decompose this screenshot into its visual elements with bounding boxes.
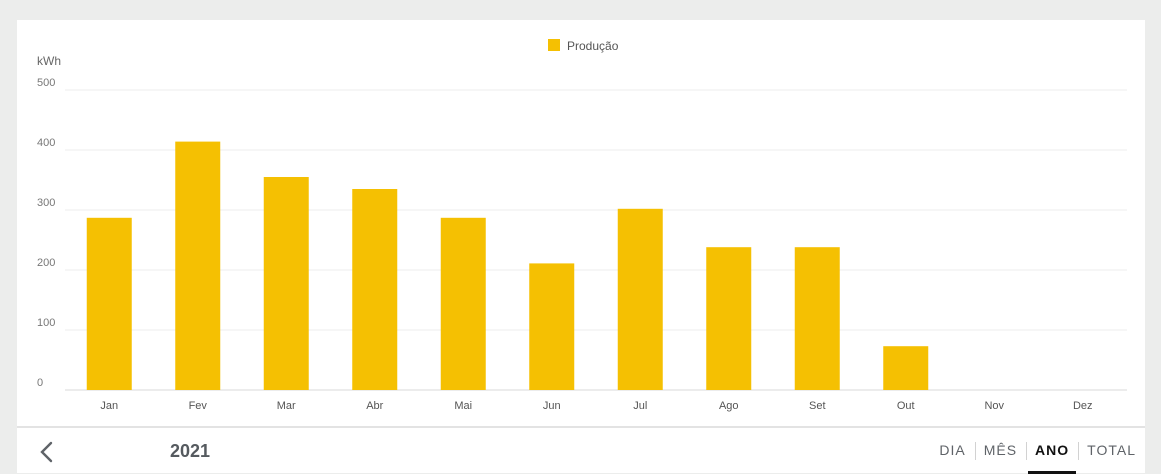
bar-jan[interactable] (86, 217, 132, 390)
bar-out[interactable] (883, 346, 929, 390)
bar-mar[interactable] (263, 177, 309, 390)
legend-label: Produção (567, 39, 619, 53)
bar-fev[interactable] (175, 141, 221, 390)
x-tick-label: Out (897, 400, 915, 412)
tab-ano[interactable]: ANO (1026, 428, 1078, 474)
bar-jun[interactable] (529, 263, 575, 390)
y-axis-ticks: 0 100 200 300 400 500 (37, 77, 55, 389)
x-tick-label: Jul (633, 400, 647, 412)
period-footer: 2021 DIA MÊS ANO TOTAL (17, 426, 1145, 474)
tab-total[interactable]: TOTAL (1078, 428, 1145, 473)
x-tick-label: Fev (189, 400, 208, 412)
bar-ago[interactable] (706, 247, 752, 390)
x-axis-ticks: Jan Fev Mar Abr Mai Jun Jul Ago Set Out Nov Dez (100, 400, 1092, 412)
period-tabs: DIA MÊS ANO TOTAL (930, 428, 1145, 474)
previous-period-button[interactable] (37, 440, 57, 464)
year-label: 2021 (170, 441, 211, 461)
bar-abr[interactable] (352, 189, 398, 390)
y-tick-label: 200 (37, 257, 55, 269)
bar-jul[interactable] (617, 208, 663, 390)
chevron-left-icon (40, 441, 53, 463)
bars (86, 141, 929, 390)
y-tick-label: 400 (37, 137, 55, 149)
x-tick-label: Mar (277, 400, 296, 412)
tab-dia[interactable]: DIA (939, 442, 966, 458)
x-tick-label: Nov (984, 400, 1004, 412)
y-tick-label: 0 (37, 377, 43, 389)
y-tick-label: 100 (37, 317, 55, 329)
tab-mes[interactable]: MÊS (974, 428, 1026, 473)
bar-set[interactable] (794, 247, 840, 390)
y-tick-label: 500 (37, 77, 55, 89)
x-tick-label: Ago (719, 400, 739, 412)
x-tick-label: Mai (454, 400, 472, 412)
bar-mai[interactable] (440, 217, 486, 390)
legend[interactable]: Produção (548, 39, 619, 53)
x-tick-label: Jan (100, 400, 118, 412)
chart-card: Produção kWh 0 100 200 300 400 500 Jan Fev Mar A… (17, 20, 1145, 474)
x-tick-label: Abr (366, 400, 383, 412)
grid (65, 89, 1127, 391)
y-tick-label: 300 (37, 197, 55, 209)
y-axis-unit-label: kWh (37, 54, 61, 68)
x-tick-label: Dez (1073, 400, 1093, 412)
production-bar-chart: Produção kWh 0 100 200 300 400 500 Jan Fev Mar A… (37, 39, 1127, 412)
x-tick-label: Jun (543, 400, 561, 412)
legend-swatch (548, 39, 560, 51)
x-tick-label: Set (809, 400, 826, 412)
